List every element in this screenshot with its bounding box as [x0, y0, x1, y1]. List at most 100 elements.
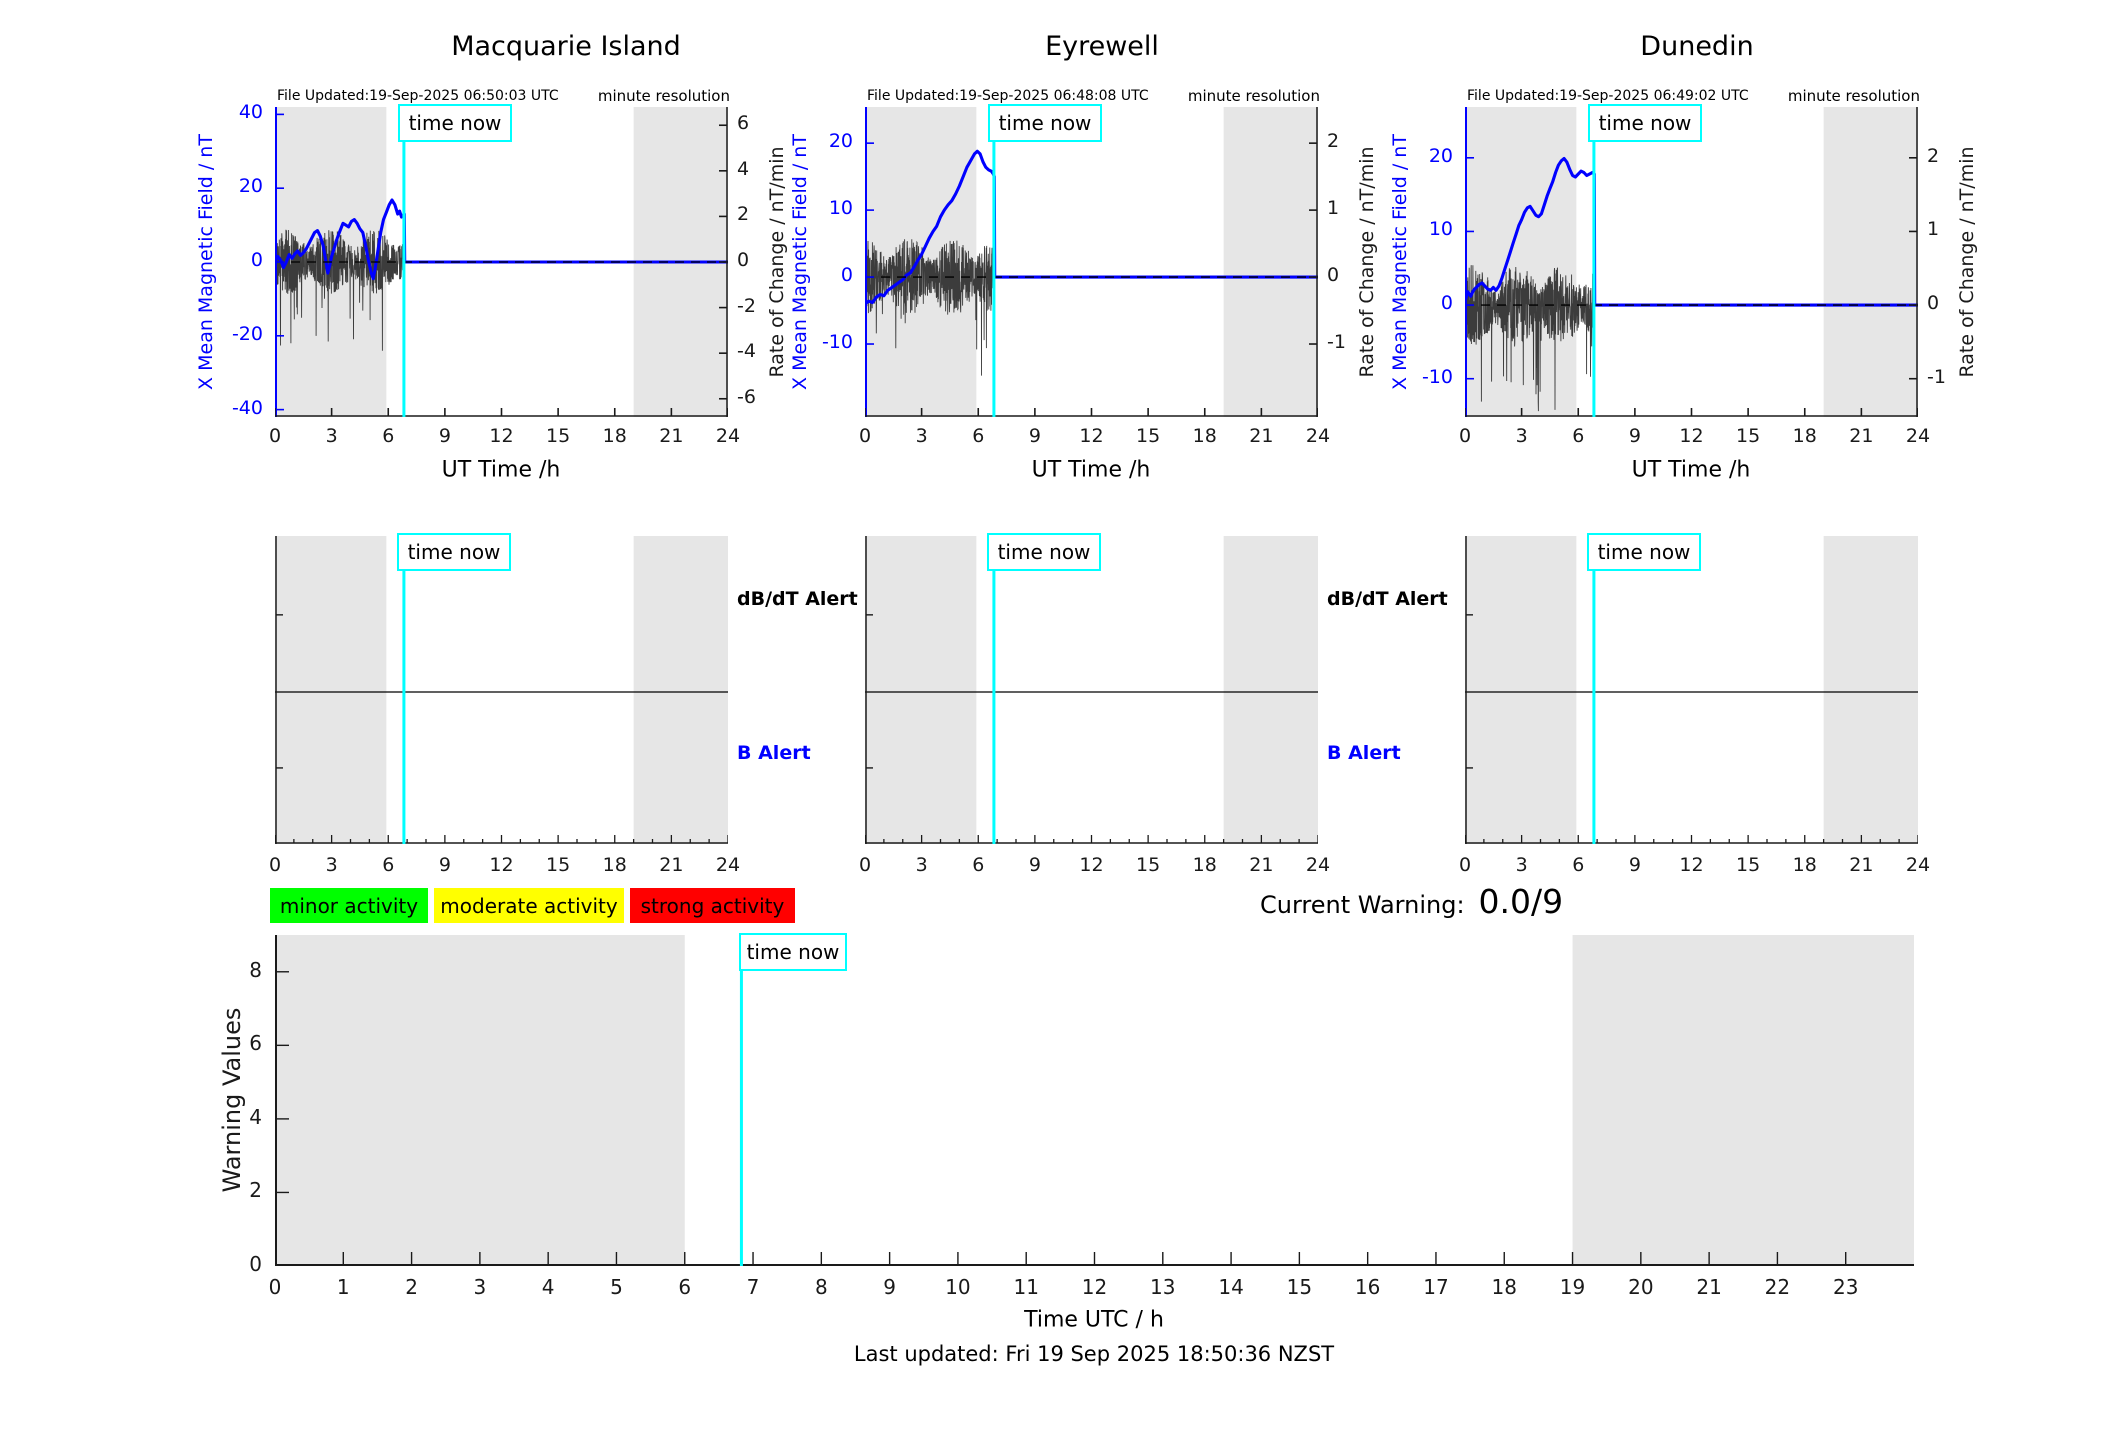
tick-label: 1: [1327, 197, 1340, 220]
tick-label: 23: [1832, 1275, 1859, 1299]
tick-label: 0: [249, 1252, 262, 1276]
tick-label: 6: [678, 1275, 692, 1299]
tick-label: 24: [1905, 425, 1931, 447]
time-now-flag: time now: [397, 533, 511, 571]
tick-label: 21: [1249, 854, 1274, 876]
resolution-note: minute resolution: [1787, 87, 1920, 105]
file-updated-note: File Updated:19-Sep-2025 06:50:03 UTC: [277, 88, 559, 104]
tick-label: 21: [1849, 425, 1874, 447]
tick-label: 9: [1028, 854, 1041, 876]
tick-label: 0: [250, 249, 263, 271]
tick-label: 8: [814, 1275, 828, 1299]
tick-label: 8: [249, 957, 262, 982]
tick-label: 9: [1628, 854, 1641, 876]
tick-label: 20: [828, 130, 853, 153]
tick-label: 9: [1028, 425, 1041, 447]
tick-label: 3: [915, 425, 928, 447]
time-now-flag: time now: [987, 533, 1101, 571]
tick-label: 0: [268, 1275, 282, 1299]
tick-label: 24: [715, 425, 741, 447]
tick-label: 6: [382, 425, 395, 447]
magnetic-field-chart-macquarie: 40 20 0 -20 -40 6 4 2 0 -2 -4 -6 0 3 6 9 12 15 18 21 24: [232, 102, 756, 447]
tick-label: 12: [489, 854, 514, 876]
tick-label: -2: [737, 294, 756, 317]
tick-label: 16: [1354, 1275, 1381, 1299]
tick-label: 20: [1428, 144, 1453, 167]
current-warning: Current Warning: 0.0/9: [1260, 882, 1563, 921]
tick-label: 15: [1136, 425, 1161, 447]
tick-label: 3: [1515, 425, 1528, 447]
tick-label: 3: [325, 854, 338, 876]
warning-values-chart: 0 2 4 6 8 0 1 2 3 4 5 6 7 8 9 10 11 12 13 14 15 16 17 18 19 20 21 2…: [249, 935, 1914, 1299]
tick-label: 15: [1286, 1275, 1313, 1299]
tick-label: 24: [1305, 425, 1331, 447]
tick-label: 1: [336, 1275, 350, 1299]
tick-label: 18: [1491, 1275, 1517, 1299]
tick-label: -10: [821, 331, 853, 354]
tick-label: 2: [249, 1178, 262, 1203]
tick-label: 0: [840, 264, 853, 287]
tick-label: 10: [828, 197, 853, 220]
tick-label: 6: [972, 425, 985, 447]
time-now-flag: time now: [988, 104, 1102, 142]
legend-item-moderate-activity: moderate activity: [434, 888, 624, 923]
tick-label: 1: [1927, 218, 1940, 241]
tick-label: 0: [1327, 264, 1340, 287]
tick-label: 15: [546, 854, 571, 876]
y-axis-label-right: Rate of Change / nT/min: [1356, 146, 1378, 378]
tick-label: 40: [238, 101, 263, 124]
tick-label: 13: [1150, 1275, 1176, 1299]
tick-label: 12: [1679, 425, 1704, 447]
tick-label: 19: [1559, 1275, 1586, 1299]
tick-label: 0: [268, 854, 282, 876]
tick-label: 15: [1736, 425, 1761, 447]
tick-label: 9: [438, 854, 451, 876]
tick-label: 18: [602, 425, 627, 447]
legend-item-minor-activity: minor activity: [270, 888, 428, 923]
tick-label: 24: [715, 854, 741, 876]
tick-label: 3: [915, 854, 928, 876]
tick-label: 12: [1079, 854, 1104, 876]
tick-label: 0: [858, 854, 872, 876]
y-axis-label-left: X Mean Magnetic Field / nT: [1389, 134, 1411, 390]
current-warning-label: Current Warning:: [1260, 891, 1465, 919]
tick-label: 15: [546, 425, 571, 447]
tick-label: 5: [610, 1275, 623, 1299]
tick-label: 21: [1696, 1275, 1722, 1299]
tick-label: 4: [249, 1104, 262, 1129]
tick-label: 6: [249, 1031, 262, 1056]
last-updated-note: Last updated: Fri 19 Sep 2025 18:50:36 N…: [853, 1342, 1335, 1366]
b-alert-label: B Alert: [737, 742, 811, 764]
tick-label: 21: [1249, 425, 1274, 447]
alert-panel-macquarie: 0 3 6 9 12 15 18 21 24: [269, 536, 740, 876]
time-now-flag: time now: [1587, 533, 1701, 571]
tick-label: 24: [1305, 854, 1331, 876]
station-title-dunedin: Dunedin: [1640, 31, 1754, 62]
magnetic-field-chart-dunedin: 20 10 0 -10 2 1 0 -1 0 3 6 9 12 15 18 21 24: [1422, 107, 1946, 447]
tick-label: 18: [1792, 854, 1817, 876]
tick-label: 0: [1458, 854, 1472, 876]
tick-label: 6: [972, 854, 985, 876]
tick-label: 2: [737, 203, 750, 226]
y-axis-label-right: Rate of Change / nT/min: [766, 146, 788, 378]
tick-label: -1: [1327, 331, 1346, 354]
tick-label: 9: [438, 425, 451, 447]
tick-label: 17: [1423, 1275, 1449, 1299]
tick-label: 12: [1079, 425, 1104, 447]
tick-label: 7: [746, 1275, 760, 1299]
tick-label: 21: [659, 854, 684, 876]
tick-label: 18: [1192, 854, 1217, 876]
station-title-macquarie: Macquarie Island: [451, 31, 681, 62]
tick-label: 2: [1927, 144, 1940, 167]
tick-label: 11: [1013, 1275, 1039, 1299]
tick-label: 0: [1458, 425, 1472, 447]
tick-label: 3: [473, 1275, 487, 1299]
resolution-note: minute resolution: [1187, 87, 1320, 105]
tick-label: 10: [1428, 218, 1453, 241]
tick-label: 12: [1081, 1275, 1108, 1299]
tick-label: 0: [858, 425, 872, 447]
b-alert-label: B Alert: [1327, 742, 1401, 764]
tick-label: 6: [737, 112, 750, 135]
time-now-flag: time now: [739, 933, 847, 971]
